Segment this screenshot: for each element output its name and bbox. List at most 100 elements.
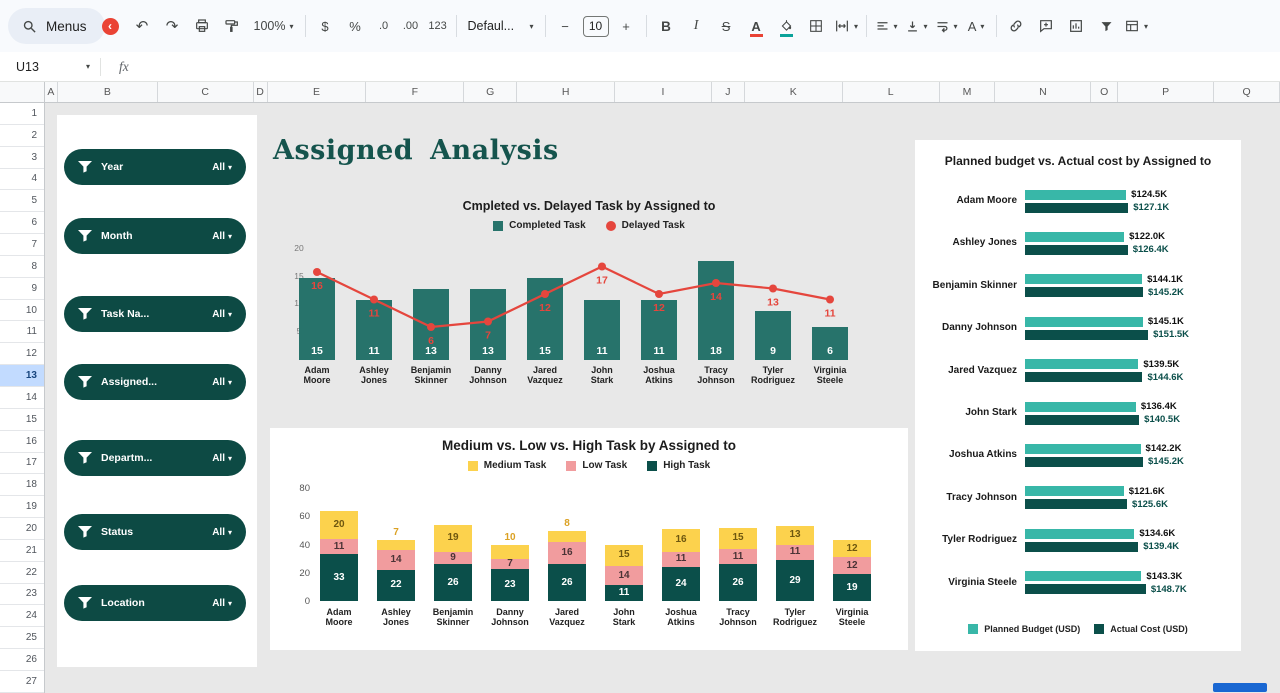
row-header-26[interactable]: 26 xyxy=(0,649,44,671)
budget-value-label: $145.1K xyxy=(1148,316,1184,327)
x-axis-label-line: Stark xyxy=(595,617,653,627)
row-header-23[interactable]: 23 xyxy=(0,584,44,606)
filter-month[interactable]: MonthAll▾ xyxy=(64,218,246,254)
font-size-input[interactable]: 10 xyxy=(583,16,609,37)
row-header-16[interactable]: 16 xyxy=(0,431,44,453)
budget-bar-line: $139.4K xyxy=(1025,541,1179,552)
horizontal-align-button[interactable]: ▾ xyxy=(872,12,901,40)
row-header-24[interactable]: 24 xyxy=(0,605,44,627)
redo-button[interactable]: ↷ xyxy=(158,12,187,40)
decrease-decimal-button[interactable]: .0 xyxy=(371,12,397,40)
column-header-Q[interactable]: Q xyxy=(1214,82,1280,102)
completed-vs-delayed-chart[interactable]: Cmpleted vs. Delayed Task by Assigned to… xyxy=(270,195,908,423)
column-header-I[interactable]: I xyxy=(615,82,712,102)
undo-button[interactable]: ↶ xyxy=(128,12,157,40)
collapse-toolbar-button[interactable]: ‹ xyxy=(102,18,119,35)
text-rotation-button[interactable]: A▾ xyxy=(962,12,991,40)
column-header-L[interactable]: L xyxy=(843,82,940,102)
column-header-C[interactable]: C xyxy=(158,82,254,102)
row-header-9[interactable]: 9 xyxy=(0,278,44,300)
budget-comparison-chart[interactable]: Planned budget vs. Actual cost by Assign… xyxy=(915,140,1241,651)
insert-comment-button[interactable] xyxy=(1032,12,1061,40)
increase-font-size-button[interactable]: + xyxy=(612,12,641,40)
row-header-14[interactable]: 14 xyxy=(0,387,44,409)
increase-decimal-button[interactable]: .00 xyxy=(398,12,424,40)
segment-low-task: 11 xyxy=(776,545,814,561)
row-header-11[interactable]: 11 xyxy=(0,321,44,343)
zoom-select[interactable]: 100%▾ xyxy=(248,12,300,40)
filter-label: Status xyxy=(101,526,203,538)
x-axis-label: BenjaminSkinner xyxy=(402,365,460,386)
create-filter-button[interactable] xyxy=(1092,12,1121,40)
row-header-1[interactable]: 1 xyxy=(0,103,44,125)
row-header-19[interactable]: 19 xyxy=(0,496,44,518)
paint-format-button[interactable] xyxy=(218,12,247,40)
row-header-8[interactable]: 8 xyxy=(0,256,44,278)
row-header-21[interactable]: 21 xyxy=(0,540,44,562)
column-header-G[interactable]: G xyxy=(464,82,517,102)
menus-button[interactable]: Menus xyxy=(8,8,105,44)
row-header-3[interactable]: 3 xyxy=(0,147,44,169)
text-wrap-button[interactable]: ▾ xyxy=(932,12,961,40)
row-header-10[interactable]: 10 xyxy=(0,300,44,322)
row-header-2[interactable]: 2 xyxy=(0,125,44,147)
segment-high-task: 26 xyxy=(434,564,472,601)
priority-stacked-chart[interactable]: Medium vs. Low vs. High Task by Assigned… xyxy=(270,428,908,650)
column-header-M[interactable]: M xyxy=(940,82,996,102)
format-currency-button[interactable]: $ xyxy=(311,12,340,40)
bold-button[interactable]: B xyxy=(652,12,681,40)
column-header-K[interactable]: K xyxy=(745,82,843,102)
italic-button[interactable]: I xyxy=(682,12,711,40)
table-views-button[interactable]: ▾ xyxy=(1122,12,1151,40)
segment-value-label: 13 xyxy=(776,530,814,540)
column-header-B[interactable]: B xyxy=(58,82,158,102)
row-header-15[interactable]: 15 xyxy=(0,409,44,431)
name-box[interactable]: U13 ▾ xyxy=(0,52,100,81)
chevron-down-icon: ▾ xyxy=(228,163,232,172)
merge-cells-button[interactable]: ▾ xyxy=(832,12,861,40)
row-header-17[interactable]: 17 xyxy=(0,453,44,475)
column-header-F[interactable]: F xyxy=(366,82,464,102)
row-header-4[interactable]: 4 xyxy=(0,169,44,191)
borders-button[interactable] xyxy=(802,12,831,40)
font-family-select[interactable]: Defaul...▾ xyxy=(462,12,540,40)
fill-color-button[interactable] xyxy=(772,12,801,40)
formula-input[interactable] xyxy=(145,52,1280,81)
row-header-5[interactable]: 5 xyxy=(0,190,44,212)
column-header-A[interactable]: A xyxy=(45,82,58,102)
row-header-25[interactable]: 25 xyxy=(0,627,44,649)
row-header-12[interactable]: 12 xyxy=(0,343,44,365)
text-color-button[interactable]: A xyxy=(742,12,771,40)
row-header-20[interactable]: 20 xyxy=(0,518,44,540)
column-header-O[interactable]: O xyxy=(1091,82,1118,102)
filter-year[interactable]: YearAll▾ xyxy=(64,149,246,185)
format-percent-button[interactable]: % xyxy=(341,12,370,40)
column-header-H[interactable]: H xyxy=(517,82,615,102)
row-header-13[interactable]: 13 xyxy=(0,365,44,387)
print-button[interactable] xyxy=(188,12,217,40)
row-header-27[interactable]: 27 xyxy=(0,671,44,693)
column-header-P[interactable]: P xyxy=(1118,82,1214,102)
filter-task-na[interactable]: Task Na...All▾ xyxy=(64,296,246,332)
insert-link-button[interactable] xyxy=(1002,12,1031,40)
column-header-D[interactable]: D xyxy=(254,82,268,102)
row-header-18[interactable]: 18 xyxy=(0,474,44,496)
column-header-E[interactable]: E xyxy=(268,82,367,102)
filter-departm[interactable]: Departm...All▾ xyxy=(64,440,246,476)
segment-high-task: 26 xyxy=(719,564,757,601)
vertical-align-button[interactable]: ▾ xyxy=(902,12,931,40)
filter-location[interactable]: LocationAll▾ xyxy=(64,585,246,621)
decrease-font-size-button[interactable]: − xyxy=(551,12,580,40)
select-all-corner[interactable] xyxy=(0,82,45,102)
row-header-6[interactable]: 6 xyxy=(0,212,44,234)
more-formats-button[interactable]: 123 xyxy=(425,12,451,40)
insert-chart-button[interactable] xyxy=(1062,12,1091,40)
column-header-J[interactable]: J xyxy=(712,82,745,102)
strikethrough-button[interactable]: S xyxy=(712,12,741,40)
row-header-22[interactable]: 22 xyxy=(0,562,44,584)
filter-status[interactable]: StatusAll▾ xyxy=(64,514,246,550)
column-header-N[interactable]: N xyxy=(995,82,1091,102)
horizontal-scrollbar-thumb[interactable] xyxy=(1213,683,1267,692)
filter-assigned[interactable]: Assigned...All▾ xyxy=(64,364,246,400)
row-header-7[interactable]: 7 xyxy=(0,234,44,256)
